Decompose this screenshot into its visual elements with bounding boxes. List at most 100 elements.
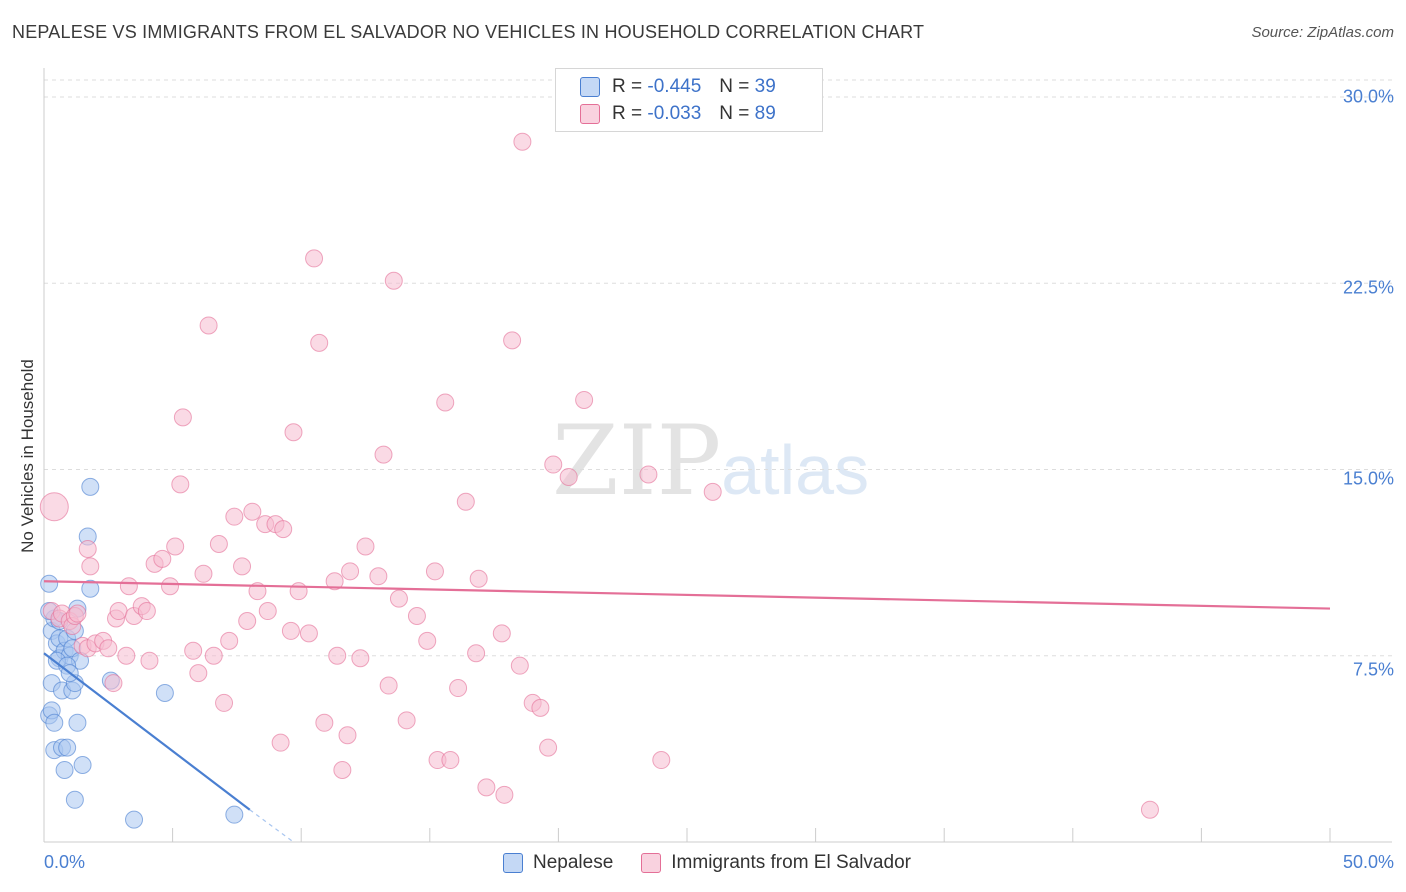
chart-title: NEPALESE VS IMMIGRANTS FROM EL SALVADOR … <box>12 22 925 42</box>
salvador-point <box>194 564 213 583</box>
salvador-point <box>99 639 118 658</box>
nepalese-point <box>68 713 87 732</box>
y-tick-label: 7.5% <box>1352 659 1394 680</box>
salvador-point <box>575 390 594 409</box>
stats-row-nepalese: R = -0.445 N = 39 <box>580 75 776 99</box>
salvador-point <box>384 271 403 290</box>
legend-label: Immigrants from El Salvador <box>671 852 911 873</box>
salvador-point <box>397 711 416 730</box>
legend: Nepalese Immigrants from El Salvador <box>503 852 939 874</box>
nepalese-point <box>65 790 84 809</box>
salvador-point <box>215 693 234 712</box>
salvador-point <box>199 316 218 335</box>
y-tick-label: 30.0% <box>1342 86 1394 107</box>
salvador-point <box>652 751 671 770</box>
salvador-point <box>78 539 97 558</box>
salvador-point <box>284 423 303 442</box>
legend-item-salvador[interactable]: Immigrants from El Salvador <box>641 852 911 874</box>
salvador-point <box>104 674 123 693</box>
r-value: -0.033 <box>647 103 702 124</box>
salvador-point <box>369 567 388 586</box>
nepalese-point <box>45 713 64 732</box>
salvador-point <box>315 713 334 732</box>
salvador-point <box>281 621 300 640</box>
nepalese-point <box>55 760 74 779</box>
r-value: -0.445 <box>647 76 702 97</box>
salvador-point <box>1140 800 1159 819</box>
salvador-point <box>467 644 486 663</box>
salvador-trendline <box>43 580 1331 610</box>
salvador-swatch <box>580 104 600 124</box>
salvador-point <box>137 602 156 621</box>
salvador-point <box>233 557 252 576</box>
salvador-point <box>220 631 239 650</box>
salvador-point <box>305 249 324 268</box>
n-label: N = <box>719 76 750 97</box>
nepalese-point <box>125 810 144 829</box>
legend-item-nepalese[interactable]: Nepalese <box>503 852 613 874</box>
nepalese-point <box>155 684 174 702</box>
stats-box: R = -0.445 N = 39 R = -0.033 N = 89 <box>555 68 823 132</box>
salvador-point <box>436 393 455 412</box>
n-label: N = <box>719 103 750 124</box>
salvador-point <box>531 698 550 717</box>
salvador-point <box>209 535 228 553</box>
x-tick-label: 50.0% <box>1342 852 1394 872</box>
salvador-point <box>544 455 563 474</box>
x-tick-label: 0.0% <box>44 852 86 872</box>
salvador-point <box>173 408 192 427</box>
salvador-point <box>161 577 180 596</box>
salvador-point <box>639 465 658 484</box>
nepalese-point <box>40 574 59 593</box>
salvador-point <box>351 649 370 668</box>
salvador-point <box>703 482 722 501</box>
salvador-point <box>171 475 190 494</box>
nepalese-swatch <box>580 77 600 97</box>
salvador-point <box>449 679 468 698</box>
salvador-point <box>379 676 398 695</box>
n-value: 89 <box>754 103 776 124</box>
salvador-point <box>119 577 138 596</box>
y-axis-label: No Vehicles in Household <box>18 359 37 553</box>
nepalese-trendline-extension <box>249 809 294 843</box>
nepalese-point <box>73 756 92 775</box>
stats-row-salvador: R = -0.033 N = 89 <box>580 102 776 126</box>
salvador-point <box>389 589 408 608</box>
salvador-point <box>184 641 203 660</box>
salvador-point <box>539 738 558 757</box>
salvador-point <box>140 651 159 670</box>
salvador-point <box>333 760 352 779</box>
salvador-point <box>328 646 347 665</box>
salvador-point <box>299 624 318 643</box>
r-label: R = <box>612 76 643 97</box>
salvador-point <box>407 607 426 626</box>
salvador-point <box>338 726 357 745</box>
y-tick-label: 15.0% <box>1342 468 1394 489</box>
nepalese-trendline <box>43 652 251 811</box>
source-label: Source: ZipAtlas.com <box>1251 24 1394 41</box>
salvador-point <box>258 602 277 621</box>
legend-label: Nepalese <box>533 852 614 873</box>
salvador-point <box>374 445 393 464</box>
salvador-point <box>39 492 69 522</box>
salvador-point <box>341 562 360 581</box>
salvador-point <box>109 602 128 621</box>
salvador-point <box>153 549 172 568</box>
salvador-point <box>425 562 444 581</box>
salvador-point <box>492 624 511 643</box>
salvador-point <box>441 751 460 770</box>
salvador-point <box>238 611 257 630</box>
salvador-point <box>225 507 244 526</box>
salvador-legend-swatch <box>641 853 662 873</box>
salvador-point <box>325 572 344 591</box>
salvador-point <box>510 656 529 675</box>
salvador-point <box>356 537 375 556</box>
salvador-point <box>469 569 488 588</box>
salvador-point <box>477 778 496 797</box>
salvador-point <box>495 785 514 804</box>
salvador-point <box>310 333 329 352</box>
salvador-point <box>503 331 522 350</box>
salvador-point <box>81 557 100 576</box>
salvador-point <box>117 646 136 665</box>
